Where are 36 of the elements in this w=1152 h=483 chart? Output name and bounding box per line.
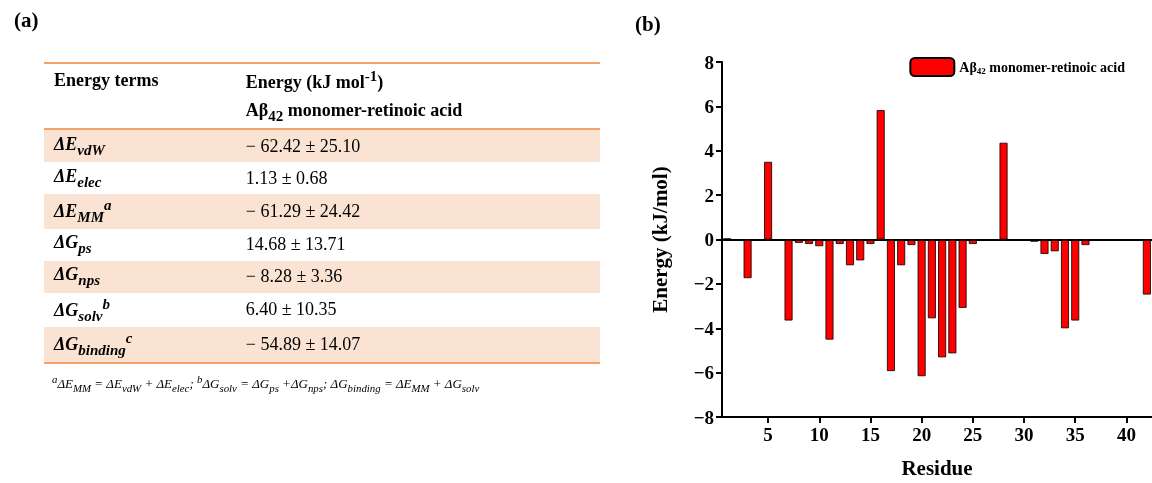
y-tick-label: −8 bbox=[693, 406, 714, 428]
x-tick-label: 10 bbox=[809, 424, 829, 445]
y-tick-label: 0 bbox=[704, 229, 714, 250]
chart-title: (b) bbox=[635, 11, 661, 36]
text: − 54.89 ± 14.07 bbox=[245, 333, 361, 354]
x-tick-label: 25 bbox=[963, 424, 983, 445]
text: Aβ$_{42}$ monomer-retinoic acid bbox=[235, 96, 600, 129]
y-axis-title: Energy (kJ/mol) bbox=[647, 166, 672, 313]
x-tick-label: 15 bbox=[860, 424, 880, 445]
text: − 62.42 ± 25.10 bbox=[245, 135, 361, 156]
text: 6.40 ± 10.35 bbox=[245, 299, 337, 320]
category-label: ΔG$_{nps}$ bbox=[44, 260, 236, 293]
y-tick-label: −6 bbox=[693, 362, 714, 384]
text: 14.68 ± 13.71 bbox=[245, 234, 346, 255]
category-label: ΔG$_{ps}$ bbox=[52, 231, 93, 258]
x-tick-label: 35 bbox=[1065, 424, 1085, 445]
y-tick-label: 2 bbox=[704, 184, 714, 206]
x-tick-label: 5 bbox=[763, 424, 773, 445]
text: 1.13 ± 0.68 bbox=[245, 167, 328, 188]
x-axis-title: Residue bbox=[901, 455, 973, 480]
y-tick-label: 6 bbox=[704, 95, 714, 117]
text: − 8.28 ± 3.36 bbox=[245, 266, 343, 287]
x-tick-label: 30 bbox=[1014, 424, 1034, 445]
text: Energy (kJ mol$^{-1}$) bbox=[235, 63, 600, 96]
y-tick-label: −2 bbox=[693, 273, 714, 295]
x-tick-label: 40 bbox=[1116, 424, 1136, 445]
text: $^{a}$ΔE$_{MM}$ = ΔE$_{vdW}$ + ΔE$_{elec}$; $^{b}$ΔG$_{solv}$ = ΔG$_{ps}$ +ΔG$_{nps}$; ΔG$_{binding}$ = ΔE$_{MM}$ + ΔG$_{solv}$ bbox=[52, 372, 480, 394]
category-label: ΔE$_{elec}$ bbox=[52, 164, 103, 192]
x-tick-label: 20 bbox=[912, 424, 932, 445]
y-tick-label: 8 bbox=[704, 51, 714, 73]
text: − 61.29 ± 24.42 bbox=[245, 200, 361, 221]
y-tick-label: 4 bbox=[704, 140, 715, 162]
category-label: ΔE$_{vdW}$ bbox=[44, 129, 236, 162]
text: (a) bbox=[14, 8, 39, 33]
text: Energy terms bbox=[44, 63, 236, 96]
y-tick-label: −4 bbox=[693, 317, 715, 339]
